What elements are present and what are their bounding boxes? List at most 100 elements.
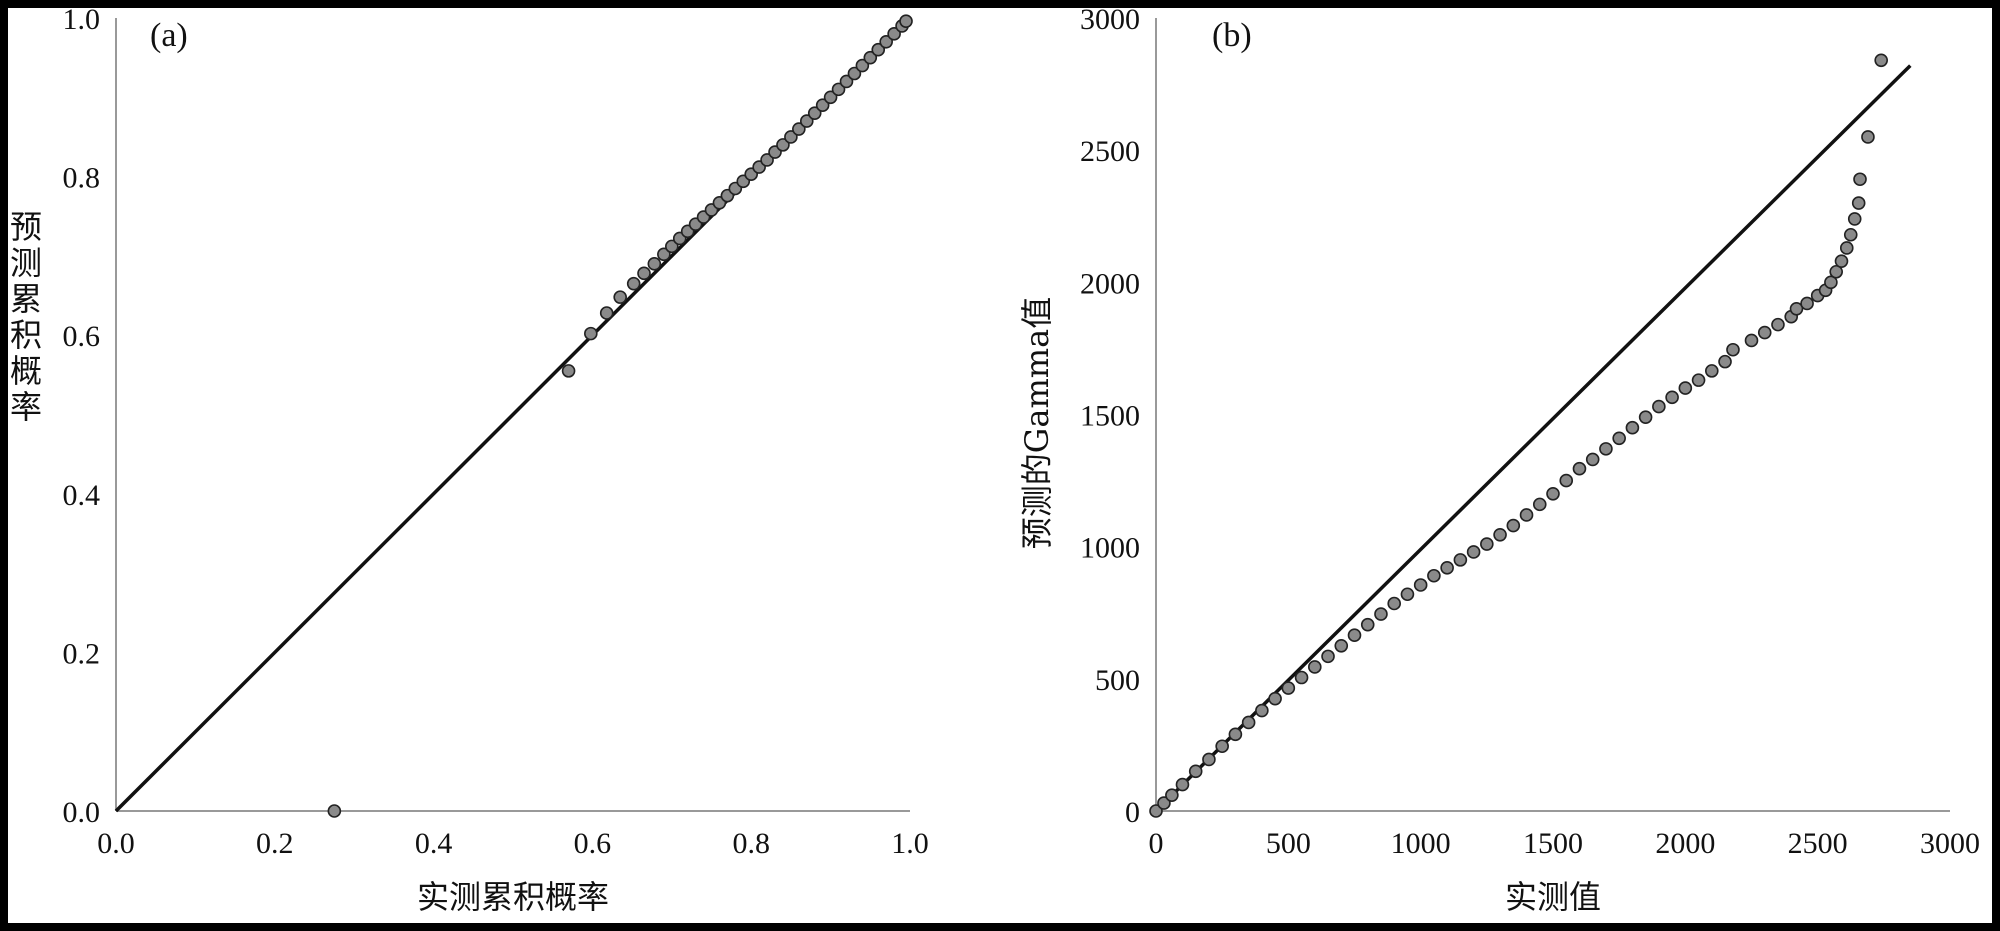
data-point [657, 247, 671, 262]
data-point [1824, 275, 1838, 290]
data-point [647, 257, 662, 271]
data-point [1744, 333, 1759, 348]
x-tick-label: 500 [1266, 827, 1311, 860]
panel-b-label: (b) [1212, 17, 1252, 54]
data-point [1360, 617, 1375, 632]
y-tick-label: 1.0 [63, 8, 101, 36]
panel-a-y-ticks: 0.0 0.2 0.4 0.6 0.8 1.0 [63, 8, 101, 829]
data-point [1678, 381, 1693, 395]
y-tick-label: 0.8 [63, 162, 101, 195]
data-point [823, 90, 838, 105]
figure-canvas: 0.0 0.2 0.4 0.6 0.8 1.0 0.0 0.2 0.4 0.6 0.8 1.0 (a… [8, 8, 1992, 923]
data-point [637, 266, 651, 281]
y-tick-label: 2000 [1080, 267, 1140, 300]
panel-b-y-ticks: 0 500 1000 1500 2000 2500 3000 [1080, 8, 1140, 829]
data-point [1652, 399, 1666, 414]
data-point [1228, 727, 1243, 742]
panel-a-label: (a) [150, 17, 188, 54]
x-tick-label: 0.2 [256, 827, 294, 860]
data-point [839, 74, 854, 89]
data-point [847, 66, 862, 81]
data-point [561, 364, 576, 378]
panel-a: 0.0 0.2 0.4 0.6 0.8 1.0 0.0 0.2 0.4 0.6 0.8 1.0 (a… [10, 8, 929, 916]
data-point [1400, 587, 1415, 602]
data-point [1532, 497, 1547, 512]
data-point [1834, 254, 1849, 268]
data-point [1800, 296, 1814, 311]
data-point [1255, 703, 1269, 718]
data-point [1599, 442, 1613, 456]
data-point [1175, 777, 1190, 792]
panel-b-x-ticks: 0 500 1000 1500 2000 2500 3000 [1149, 827, 1981, 860]
data-point [1789, 301, 1804, 316]
data-point [799, 114, 814, 128]
x-tick-label: 2500 [1788, 827, 1848, 860]
data-point [887, 27, 901, 41]
data-point [1334, 638, 1349, 653]
x-tick-label: 1.0 [891, 827, 929, 860]
data-point [1268, 691, 1282, 706]
data-point [784, 130, 798, 144]
data-point [664, 239, 679, 254]
x-tick-label: 1500 [1523, 827, 1583, 860]
data-point [1585, 452, 1600, 467]
y-tick-label: 3000 [1080, 8, 1140, 36]
data-point [1771, 317, 1785, 332]
panel-a-x-title: 实测累积概率 [417, 878, 609, 916]
y-tick-label: 0.4 [63, 479, 101, 512]
y-tick-label: 1000 [1080, 532, 1140, 565]
data-point [879, 34, 893, 49]
data-point [1546, 486, 1560, 501]
y-tick-label: 0.2 [63, 637, 101, 670]
x-tick-label: 0 [1149, 827, 1164, 860]
panel-a-points [327, 14, 913, 818]
data-point [1874, 53, 1888, 68]
data-point [1705, 364, 1719, 378]
panel-a-y-title: 预测累积概率 [10, 208, 42, 426]
y-tick-label: 0.6 [63, 320, 101, 353]
data-point [1851, 196, 1866, 210]
data-point [584, 326, 598, 341]
x-tick-label: 2000 [1655, 827, 1715, 860]
panel-b: 0 500 1000 1500 2000 2500 3000 0 500 1000 1500 200… [1018, 8, 1980, 916]
y-tick-label: 0.0 [63, 796, 101, 829]
data-point [1625, 420, 1640, 435]
x-tick-label: 0.4 [415, 827, 453, 860]
data-point [1843, 227, 1858, 242]
data-point [1294, 670, 1309, 685]
data-point [1387, 596, 1401, 611]
data-point [1453, 553, 1468, 567]
data-point [1853, 172, 1867, 187]
data-point [1718, 354, 1732, 369]
data-point [871, 42, 886, 57]
data-point [1829, 264, 1843, 279]
data-point [1847, 212, 1862, 226]
data-point [1427, 568, 1441, 583]
data-point [626, 276, 641, 291]
panel-a-x-ticks: 0.0 0.2 0.4 0.6 0.8 1.0 [97, 827, 929, 860]
data-point [1188, 764, 1203, 779]
y-tick-label: 500 [1095, 664, 1140, 697]
data-point [1691, 373, 1706, 387]
data-point [831, 82, 846, 97]
data-point [1149, 804, 1163, 818]
data-point [1506, 518, 1521, 533]
panel-b-x-title: 实测值 [1505, 878, 1601, 916]
panel-b-points [1149, 53, 1888, 818]
data-point [1281, 681, 1296, 695]
data-point [1241, 715, 1256, 730]
y-tick-label: 0 [1125, 796, 1140, 829]
data-point [1861, 130, 1875, 144]
data-point [1165, 788, 1179, 802]
data-point [792, 122, 806, 136]
y-tick-label: 1500 [1080, 400, 1140, 433]
data-point [1559, 473, 1574, 488]
data-point [1839, 241, 1854, 255]
x-tick-label: 0.0 [97, 827, 135, 860]
data-point [1308, 660, 1322, 674]
data-point [1726, 342, 1740, 357]
x-tick-label: 1000 [1391, 827, 1451, 860]
data-point [1480, 537, 1494, 551]
data-point [1757, 325, 1772, 340]
data-point [776, 138, 790, 152]
